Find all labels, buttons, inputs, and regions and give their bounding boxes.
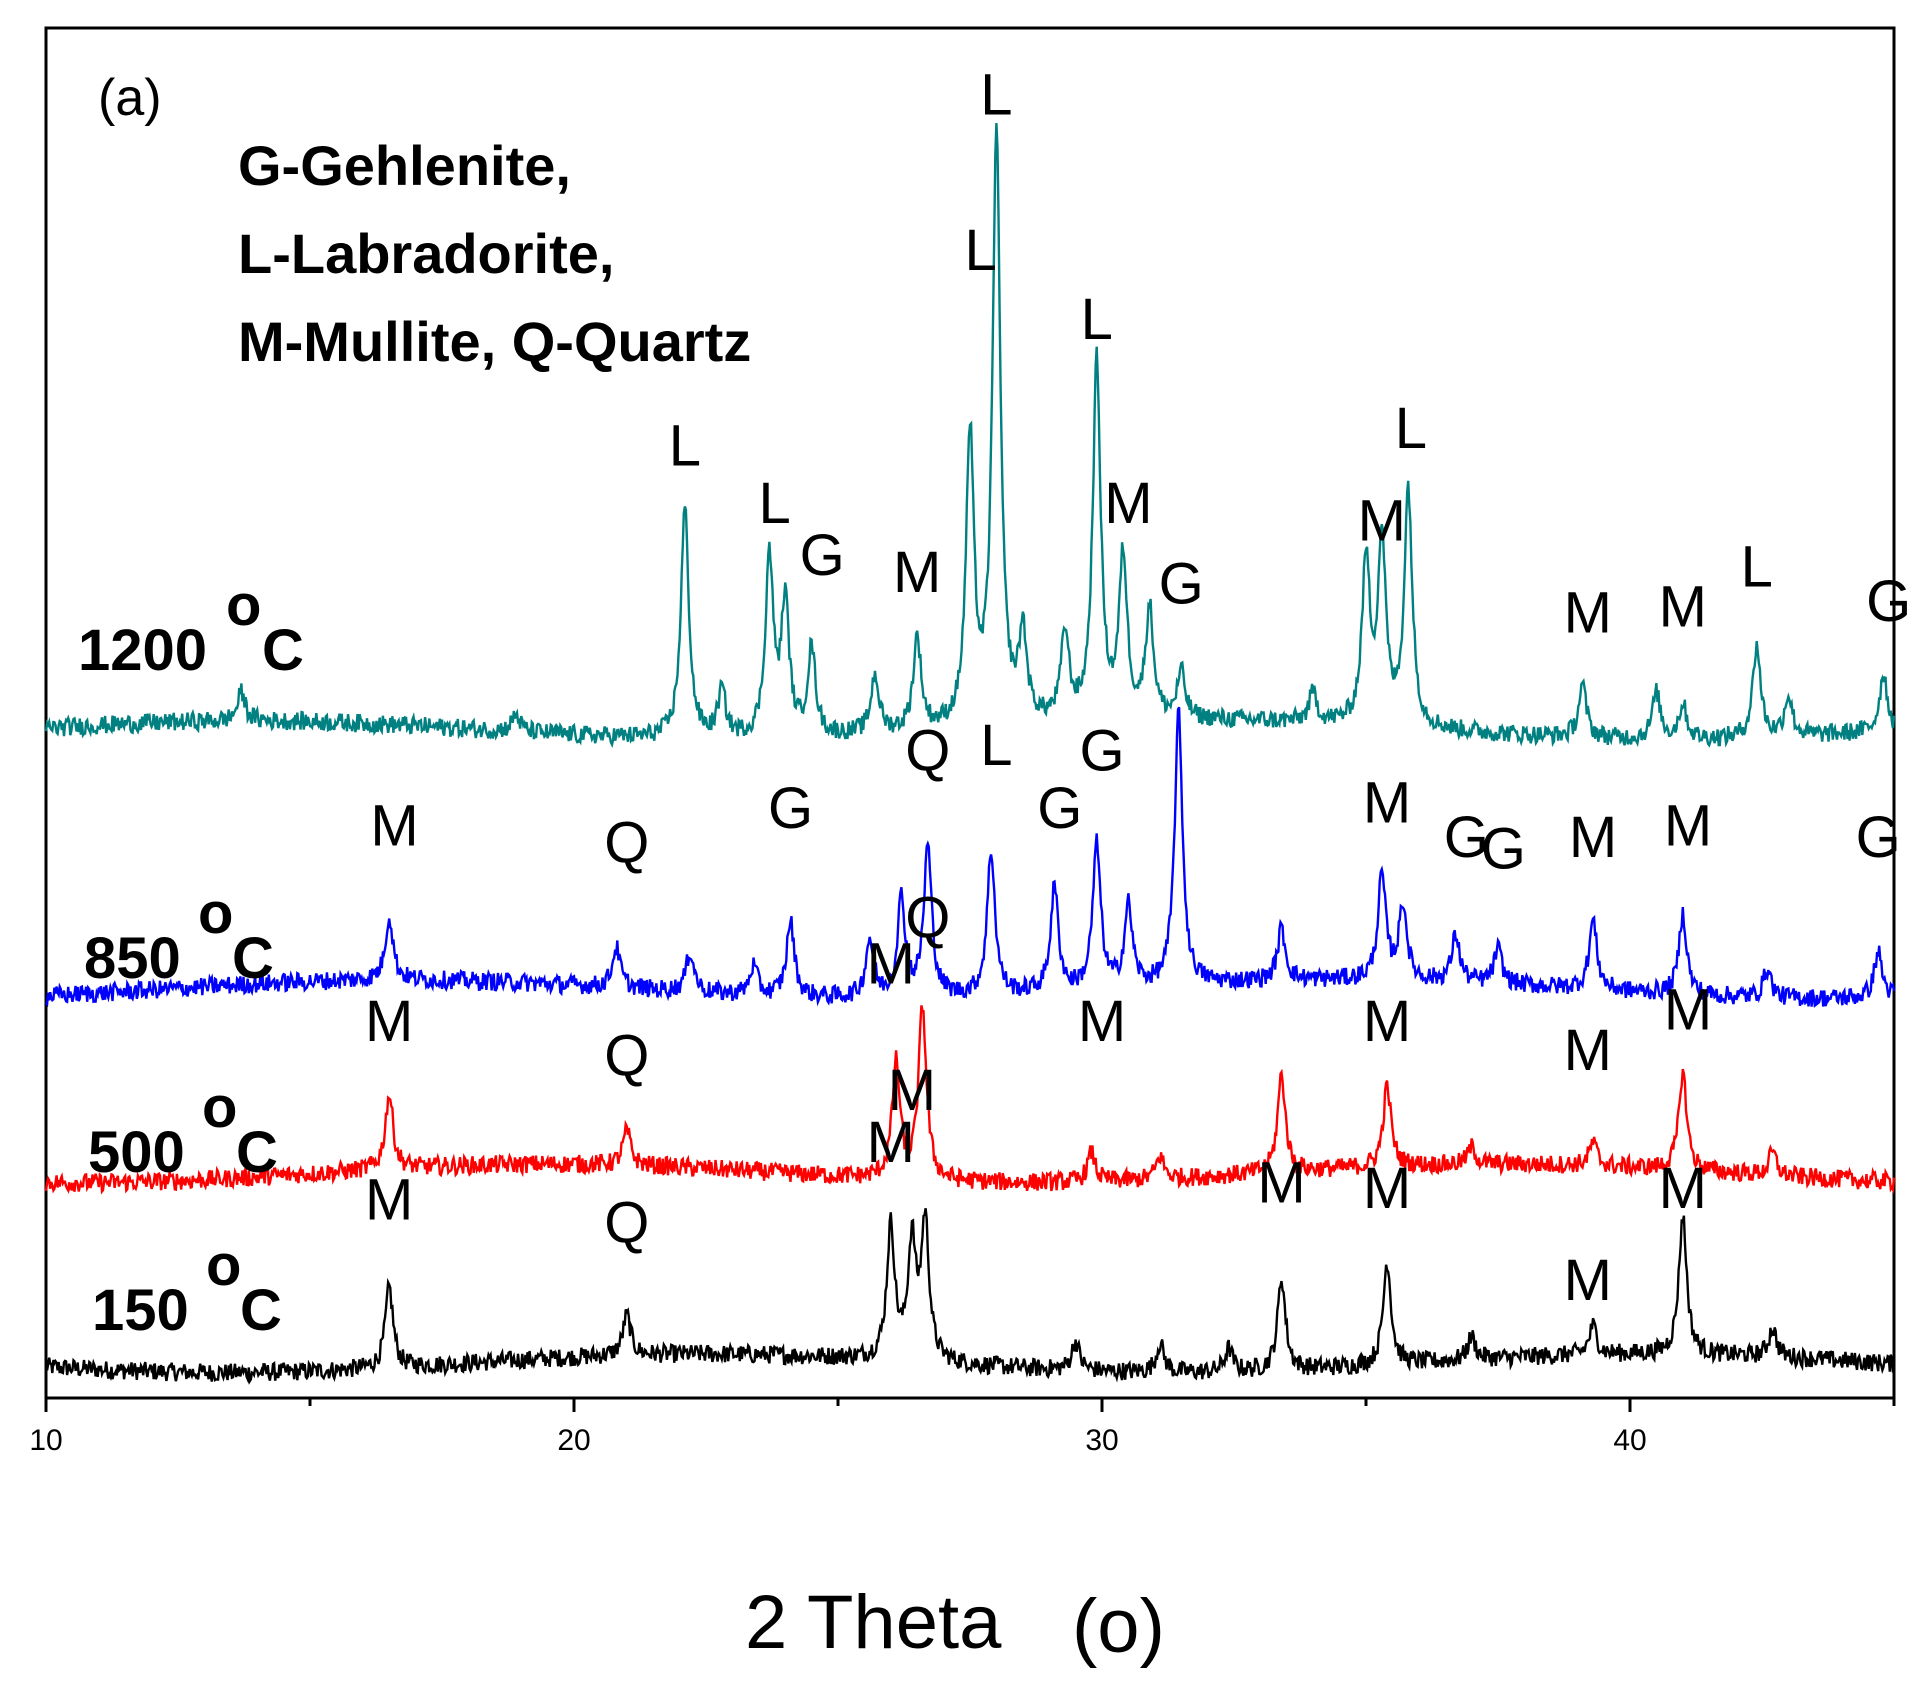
- series-label-150-value: 150: [92, 1278, 189, 1343]
- peak-label-1200-2: G: [800, 523, 845, 588]
- peak-label-500-0: M: [365, 989, 413, 1054]
- series-label-850: 850 o C: [84, 881, 274, 991]
- peak-label-1200-12: M: [1659, 575, 1707, 640]
- series-label-500-unit: C: [236, 1120, 278, 1185]
- series-line-500: [44, 1005, 1896, 1195]
- peak-label-150-0: M: [365, 1168, 413, 1233]
- peak-label-850-7: M: [1363, 770, 1411, 835]
- peak-label-1200-4: L: [964, 218, 996, 283]
- peak-label-150-3: M: [1257, 1150, 1305, 1215]
- series-line-150: [44, 1208, 1896, 1385]
- peak-label-850-11: M: [1664, 793, 1712, 858]
- peak-label-1200-11: M: [1564, 580, 1612, 645]
- series-label-150: 150 o C: [92, 1233, 282, 1343]
- series-layer: [44, 122, 1896, 1385]
- panel-label: (a): [98, 69, 162, 127]
- peak-label-150-6: M: [1659, 1156, 1707, 1221]
- peak-label-500-4: M: [888, 1058, 936, 1123]
- series-label-500-degree: o: [202, 1075, 237, 1140]
- peak-label-850-6: G: [1079, 719, 1124, 784]
- x-axis-title: 2 Theta (o): [745, 1580, 1165, 1669]
- x-axis-title-unit: (o): [1072, 1584, 1165, 1669]
- peak-label-500-8: M: [1664, 978, 1712, 1043]
- legend-line-gehlenite: G-Gehlenite,: [238, 134, 571, 197]
- series-line-1200: [44, 122, 1896, 748]
- peak-label-850-4: L: [980, 713, 1012, 778]
- peak-label-850-9: G: [1481, 816, 1526, 881]
- peak-label-1200-13: L: [1741, 534, 1773, 599]
- peak-label-1200-3: M: [893, 540, 941, 605]
- series-label-1200: 1200 o C: [78, 573, 304, 683]
- peak-label-1200-6: L: [1081, 287, 1113, 352]
- peak-label-1200-5: L: [980, 62, 1012, 127]
- peak-label-850-10: M: [1569, 805, 1617, 870]
- series-label-500: 500 o C: [88, 1075, 278, 1185]
- series-label-850-value: 850: [84, 926, 181, 991]
- peak-label-1200-9: M: [1358, 488, 1406, 553]
- peak-label-500-2: M: [867, 932, 915, 997]
- peak-label-1200-1: L: [758, 471, 790, 536]
- peak-label-1200-10: L: [1395, 396, 1427, 461]
- peak-label-850-8: G: [1444, 805, 1489, 870]
- peak-label-500-1: Q: [604, 1024, 649, 1089]
- peak-label-150-1: Q: [604, 1191, 649, 1256]
- series-label-150-degree: o: [206, 1233, 241, 1298]
- peak-label-500-5: M: [1078, 989, 1126, 1054]
- peak-label-850-12: G: [1856, 805, 1901, 870]
- x-tick-label-40: 40: [1613, 1424, 1646, 1457]
- peak-label-150-2: M: [867, 1110, 915, 1175]
- series-line-850: [45, 706, 1896, 1008]
- peak-label-1200-7: M: [1104, 471, 1152, 536]
- peak-label-850-0: M: [370, 793, 418, 858]
- peak-label-850-3: Q: [905, 719, 950, 784]
- series-label-850-unit: C: [232, 926, 274, 991]
- peak-label-500-3: Q: [905, 886, 950, 951]
- plot-frame: [44, 26, 1896, 1400]
- x-axis-title-text: 2 Theta: [745, 1580, 1002, 1665]
- x-tick-label-30: 30: [1085, 1424, 1118, 1457]
- peak-label-150-4: M: [1363, 1156, 1411, 1221]
- x-tick-label-20: 20: [557, 1424, 590, 1457]
- series-label-850-degree: o: [198, 881, 233, 946]
- legend-line-labradorite: L-Labradorite,: [238, 222, 614, 285]
- series-label-500-value: 500: [88, 1120, 185, 1185]
- series-label-1200-unit: C: [262, 618, 304, 683]
- peak-label-1200-8: G: [1159, 552, 1204, 617]
- peak-label-1200-14: G: [1866, 569, 1911, 634]
- legend: G-Gehlenite, L-Labradorite, M-Mullite, Q…: [238, 134, 751, 373]
- series-label-150-unit: C: [240, 1278, 282, 1343]
- peak-label-500-6: M: [1363, 989, 1411, 1054]
- x-tick-label-10: 10: [29, 1424, 62, 1457]
- peak-label-850-5: G: [1037, 776, 1082, 841]
- peak-label-850-2: G: [768, 776, 813, 841]
- series-label-1200-value: 1200: [78, 618, 207, 683]
- series-label-1200-degree: o: [226, 573, 261, 638]
- peak-label-150-5: M: [1564, 1248, 1612, 1313]
- x-axis: 10 20 30 40: [29, 1398, 1896, 1457]
- peak-label-500-7: M: [1564, 1018, 1612, 1083]
- peak-label-850-1: Q: [604, 811, 649, 876]
- peak-label-1200-0: L: [669, 414, 701, 479]
- legend-line-mullite-quartz: M-Mullite, Q-Quartz: [238, 310, 751, 373]
